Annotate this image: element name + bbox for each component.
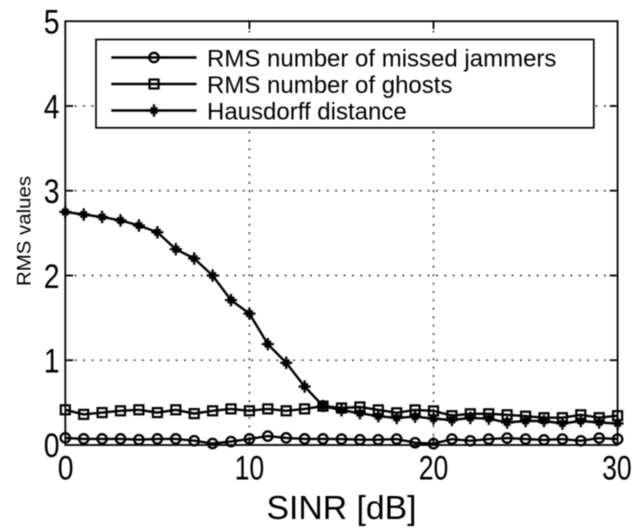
svg-text:RMS number of missed jammers: RMS number of missed jammers [207, 45, 556, 72]
svg-text:30: 30 [602, 450, 632, 488]
svg-text:20: 20 [419, 450, 449, 488]
svg-text:4: 4 [44, 88, 60, 126]
svg-text:3: 3 [44, 173, 60, 211]
svg-text:RMS values: RMS values [15, 176, 36, 286]
svg-text:SINR [dB]: SINR [dB] [267, 489, 417, 526]
svg-text:5: 5 [44, 4, 60, 42]
svg-text:2: 2 [44, 258, 60, 296]
svg-text:0: 0 [58, 450, 74, 488]
svg-text:0: 0 [44, 427, 60, 465]
svg-text:Hausdorff distance: Hausdorff distance [207, 98, 407, 125]
svg-text:1: 1 [44, 343, 60, 381]
svg-text:10: 10 [235, 450, 265, 488]
svg-text:RMS number of ghosts: RMS number of ghosts [207, 72, 452, 99]
